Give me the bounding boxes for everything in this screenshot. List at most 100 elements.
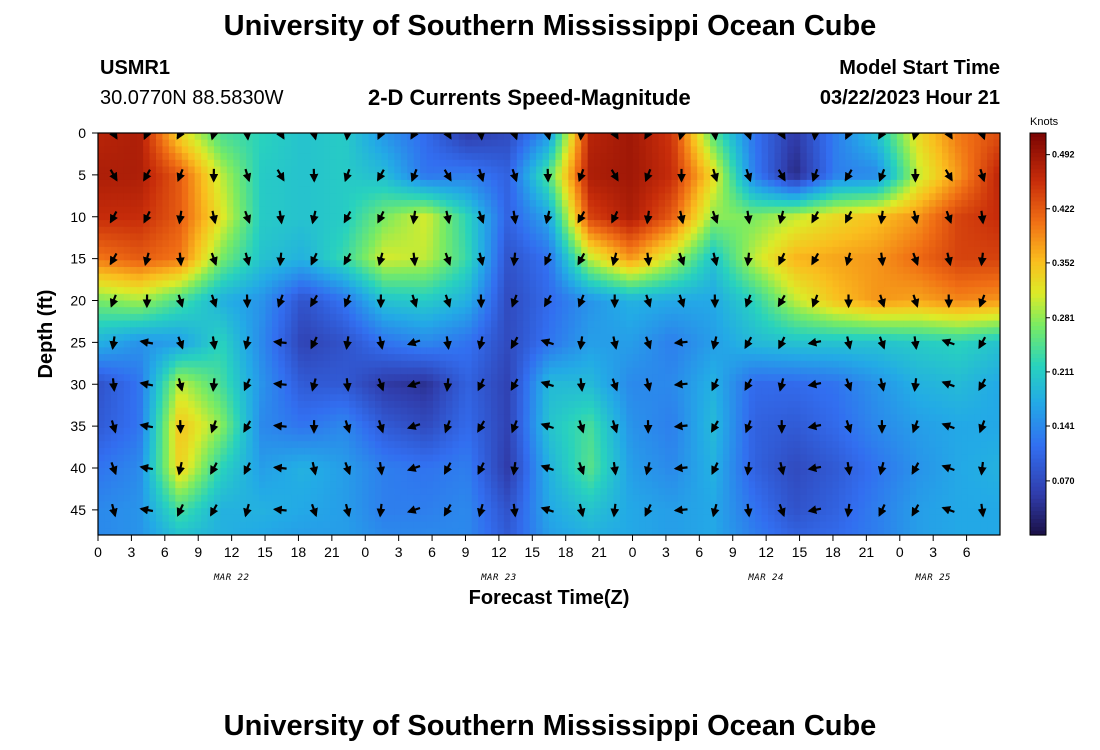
heatmap-cell (819, 200, 827, 208)
heatmap-cell (703, 213, 711, 221)
heatmap-cell (194, 226, 202, 235)
heatmap-cell (420, 293, 428, 302)
heatmap-cell (458, 327, 466, 335)
heatmap-cell (574, 273, 582, 281)
heatmap-cell (226, 307, 234, 315)
heatmap-cell (606, 179, 615, 188)
heatmap-cell (864, 293, 872, 302)
heatmap-cell (826, 293, 834, 302)
heatmap-cell (787, 360, 795, 369)
heatmap-cell (703, 220, 711, 228)
heatmap-cell (317, 347, 325, 355)
heatmap-cell (742, 146, 750, 154)
heatmap-cell (980, 273, 988, 281)
heatmap-cell (265, 313, 273, 322)
heatmap-cell (162, 287, 170, 295)
heatmap-cell (555, 173, 563, 181)
heatmap-cell (549, 200, 557, 208)
heatmap-cell (420, 273, 428, 281)
heatmap-cell (606, 260, 615, 268)
heatmap-cell (710, 307, 718, 315)
heatmap-cell (542, 200, 550, 208)
heatmap-cell (188, 193, 196, 201)
heatmap-cell (271, 327, 279, 335)
heatmap-cell (581, 293, 589, 302)
heatmap-cell (523, 260, 531, 268)
heatmap-cell (851, 327, 859, 335)
heatmap-cell (903, 280, 911, 288)
heatmap-cell (181, 334, 189, 342)
heatmap-cell (433, 139, 441, 147)
heatmap-cell (162, 267, 170, 275)
heatmap-cell (162, 186, 170, 194)
heatmap-cell (233, 340, 241, 348)
heatmap-cell (98, 226, 106, 235)
heatmap-cell (652, 280, 660, 288)
heatmap-cell (568, 246, 576, 255)
heatmap-cell (871, 193, 879, 201)
heatmap-cell (671, 327, 679, 335)
heatmap-cell (735, 213, 743, 221)
heatmap-cell (606, 367, 615, 375)
heatmap-cell (387, 186, 395, 194)
heatmap-cell (677, 273, 685, 281)
heatmap-cell (420, 166, 428, 174)
heatmap-cell (239, 206, 247, 214)
heatmap-cell (136, 354, 144, 362)
heatmap-cell (967, 354, 975, 362)
heatmap-cell (136, 253, 144, 261)
heatmap-cell (980, 267, 988, 275)
heatmap-cell (291, 354, 299, 362)
heatmap-cell (793, 287, 801, 295)
heatmap-cell (201, 267, 209, 275)
heatmap-cell (471, 300, 479, 308)
heatmap-cell (491, 307, 499, 315)
heatmap-cell (639, 287, 647, 295)
heatmap-cell (220, 273, 228, 281)
heatmap-cell (935, 226, 943, 235)
heatmap-cell (555, 133, 563, 141)
heatmap-cell (188, 166, 196, 174)
heatmap-cell (194, 267, 202, 275)
heatmap-cell (452, 327, 460, 335)
heatmap-cell (420, 159, 428, 168)
heatmap-cell (98, 240, 106, 248)
heatmap-cell (381, 139, 389, 147)
heatmap-cell (162, 253, 170, 261)
heatmap-cell (832, 327, 840, 335)
heatmap-cell (471, 153, 479, 161)
heatmap-cell (259, 213, 267, 221)
heatmap-cell (426, 334, 434, 342)
heatmap-cell (426, 320, 434, 328)
heatmap-cell (884, 334, 892, 342)
heatmap-cell (213, 267, 222, 275)
heatmap-cell (259, 307, 267, 315)
heatmap-cell (658, 226, 666, 235)
heatmap-cell (252, 213, 260, 221)
heatmap-cell (336, 340, 344, 348)
heatmap-cell (768, 153, 776, 161)
heatmap-cell (220, 133, 228, 141)
heatmap-cell (806, 186, 814, 194)
heatmap-cell (220, 139, 228, 147)
heatmap-cell (639, 186, 647, 194)
heatmap-cell (845, 273, 853, 281)
heatmap-cell (259, 360, 267, 369)
heatmap-cell (639, 320, 647, 328)
heatmap-cell (542, 139, 550, 147)
heatmap-cell (317, 313, 325, 322)
heatmap-cell (317, 159, 325, 168)
heatmap-cell (207, 179, 215, 188)
heatmap-cell (104, 360, 112, 369)
heatmap-cell (942, 273, 950, 281)
heatmap-cell (452, 260, 460, 268)
heatmap-cell (104, 206, 112, 214)
heatmap-cell (259, 220, 267, 228)
heatmap-cell (948, 287, 956, 295)
heatmap-cell (561, 300, 569, 308)
heatmap-cell (793, 320, 801, 328)
heatmap-cell (297, 267, 305, 275)
heatmap-cell (561, 354, 569, 362)
heatmap-cell (922, 173, 930, 181)
heatmap-cell (529, 246, 537, 255)
